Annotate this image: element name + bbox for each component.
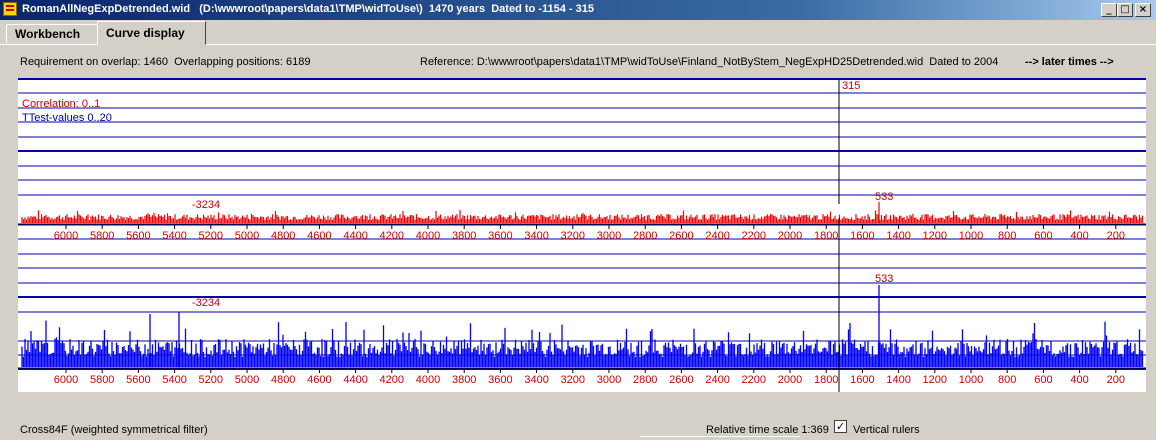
- grid-lines: [18, 78, 1146, 370]
- axis-lower-label-4600: 4600: [307, 374, 331, 386]
- time-scale-label: Relative time scale 1:369: [706, 424, 829, 436]
- reference-info: Reference: D:\wwwroot\papers\data1\TMP\w…: [420, 56, 999, 68]
- axis-upper-label-1800: 1800: [814, 230, 838, 242]
- axis-lower-label-1400: 1400: [886, 374, 910, 386]
- axis-lower-label-3800: 3800: [452, 374, 476, 386]
- axis-upper-label-2400: 2400: [705, 230, 729, 242]
- axis-upper-label-1200: 1200: [923, 230, 947, 242]
- axis-lower-label-2400: 2400: [705, 374, 729, 386]
- ttest-bars: [21, 285, 1144, 367]
- axis-upper-label-3200: 3200: [561, 230, 585, 242]
- ttest-secondary-label: -3234: [192, 297, 220, 309]
- axis-lower-label-200: 200: [1107, 374, 1125, 386]
- tab-workbench[interactable]: Workbench: [6, 24, 98, 44]
- axis-upper-label-3400: 3400: [524, 230, 548, 242]
- axis-upper-label-4600: 4600: [307, 230, 331, 242]
- axis-upper-label-4800: 4800: [271, 230, 295, 242]
- axis-upper-label-200: 200: [1107, 230, 1125, 242]
- axis-lower-label-5400: 5400: [162, 374, 186, 386]
- tab-divider: [0, 44, 1156, 45]
- axis-upper-label-2200: 2200: [742, 230, 766, 242]
- vertical-rulers-label: Vertical rulers: [853, 424, 920, 436]
- axis-upper-label-3000: 3000: [597, 230, 621, 242]
- axis-lower-label-2800: 2800: [633, 374, 657, 386]
- app-icon: [3, 2, 17, 16]
- axis-upper-label-5200: 5200: [199, 230, 223, 242]
- axis-lower-label-5200: 5200: [199, 374, 223, 386]
- axis-upper-label-5600: 5600: [126, 230, 150, 242]
- axis-lower-label-2600: 2600: [669, 374, 693, 386]
- correlation-secondary-label: -3234: [192, 199, 220, 211]
- axis-lower-label-5000: 5000: [235, 374, 259, 386]
- curve-plot[interactable]: Correlation: 0..1 TTest-values 0..20 315…: [18, 78, 1146, 392]
- axis-lower-label-3000: 3000: [597, 374, 621, 386]
- tab-bar: Workbench Curve display: [0, 21, 1156, 45]
- axis-upper-label-4200: 4200: [380, 230, 404, 242]
- axis-lower-label-1200: 1200: [923, 374, 947, 386]
- axis-upper-label-2600: 2600: [669, 230, 693, 242]
- axis-upper-label-2800: 2800: [633, 230, 657, 242]
- axis-upper-label-3800: 3800: [452, 230, 476, 242]
- axis-upper-label-1400: 1400: [886, 230, 910, 242]
- axis-lower-label-2000: 2000: [778, 374, 802, 386]
- axis-lower-label-1000: 1000: [959, 374, 983, 386]
- axis-lower: 6000 5800 5600 5400 5200 5000 4800 4600 4400 4200…: [54, 369, 1125, 386]
- axis-upper-label-800: 800: [998, 230, 1016, 242]
- close-button[interactable]: ×: [1135, 3, 1151, 17]
- axis-lower-label-3400: 3400: [524, 374, 548, 386]
- maximize-button[interactable]: □: [1117, 3, 1133, 17]
- axis-upper: 6000 5800 5600 5400 5200 5000 4800 4600 4400 4200…: [54, 225, 1125, 242]
- axis-upper-label-4000: 4000: [416, 230, 440, 242]
- axis-lower-label-1600: 1600: [850, 374, 874, 386]
- axis-lower-label-1800: 1800: [814, 374, 838, 386]
- axis-upper-label-5000: 5000: [235, 230, 259, 242]
- axis-lower-label-4400: 4400: [343, 374, 367, 386]
- marker-label: 315: [842, 80, 860, 92]
- axis-upper-label-2000: 2000: [778, 230, 802, 242]
- title-bar: RomanAllNegExpDetrended.wid (D:\wwwroot\…: [0, 0, 1156, 20]
- correlation-curve: [21, 202, 1144, 223]
- ttest-label: TTest-values 0..20: [22, 112, 112, 124]
- axis-lower-label-600: 600: [1034, 374, 1052, 386]
- tab-curve-display[interactable]: Curve display: [97, 21, 206, 45]
- axis-lower-label-2200: 2200: [742, 374, 766, 386]
- axis-lower-label-400: 400: [1070, 374, 1088, 386]
- axis-lower-label-6000: 6000: [54, 374, 78, 386]
- axis-upper-label-1000: 1000: [959, 230, 983, 242]
- axis-upper-label-6000: 6000: [54, 230, 78, 242]
- axis-upper-label-3600: 3600: [488, 230, 512, 242]
- axis-upper-label-1600: 1600: [850, 230, 874, 242]
- axis-upper-label-5400: 5400: [162, 230, 186, 242]
- later-times-button[interactable]: --> later times -->: [1025, 56, 1114, 68]
- axis-upper-label-600: 600: [1034, 230, 1052, 242]
- axis-upper-label-4400: 4400: [343, 230, 367, 242]
- axis-lower-label-3200: 3200: [561, 374, 585, 386]
- axis-lower-label-5600: 5600: [126, 374, 150, 386]
- correlation-label: Correlation: 0..1: [22, 98, 100, 110]
- axis-upper-label-5800: 5800: [90, 230, 114, 242]
- correlation-peak-label: 533: [875, 191, 893, 203]
- axis-lower-label-800: 800: [998, 374, 1016, 386]
- minimize-button[interactable]: _: [1101, 3, 1117, 17]
- axis-lower-label-4000: 4000: [416, 374, 440, 386]
- axis-lower-label-3600: 3600: [488, 374, 512, 386]
- axis-lower-label-5800: 5800: [90, 374, 114, 386]
- filter-label: Cross84F (weighted symmetrical filter): [20, 424, 208, 436]
- correlation-bars: [21, 202, 1144, 223]
- plot-background: [18, 78, 1146, 392]
- bottom-strip: [640, 436, 800, 440]
- overlap-info: Requirement on overlap: 1460 Overlapping…: [20, 56, 311, 68]
- axis-lower-label-4200: 4200: [380, 374, 404, 386]
- ttest-curve: [21, 285, 1144, 367]
- window-title: RomanAllNegExpDetrended.wid (D:\wwwroot\…: [22, 3, 594, 15]
- vertical-rulers-checkbox[interactable]: ✓: [834, 420, 847, 433]
- ttest-peak-label: 533: [875, 273, 893, 285]
- axis-lower-label-4800: 4800: [271, 374, 295, 386]
- axis-upper-label-400: 400: [1070, 230, 1088, 242]
